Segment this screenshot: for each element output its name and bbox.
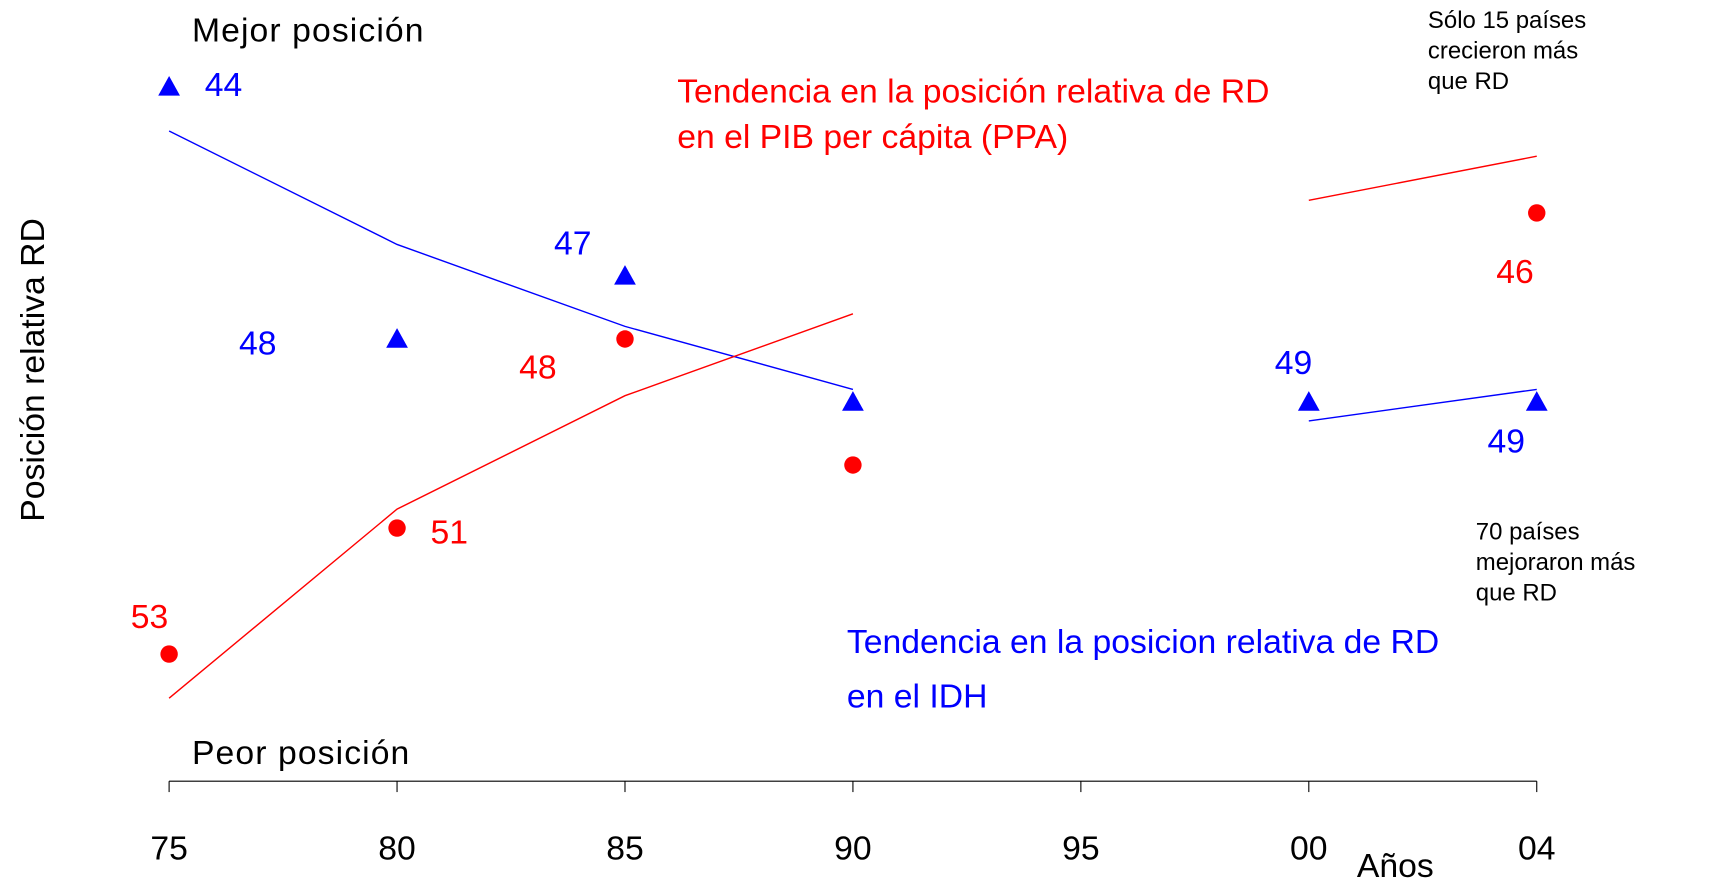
data-label: 47 bbox=[554, 224, 592, 262]
y-axis-label: Posición relativa RD bbox=[14, 218, 52, 522]
triangle-marker bbox=[386, 328, 408, 348]
triangle-marker bbox=[614, 265, 636, 285]
x-tick-label: 85 bbox=[606, 830, 644, 868]
annotation: 70 países bbox=[1476, 518, 1580, 545]
x-tick-label: 90 bbox=[834, 830, 872, 868]
triangle-marker bbox=[842, 391, 864, 411]
trend-line bbox=[168, 130, 1537, 422]
circle-marker bbox=[844, 456, 862, 474]
x-tick-label: 80 bbox=[378, 830, 416, 868]
data-label: 46 bbox=[1496, 253, 1534, 291]
triangle-marker bbox=[1297, 391, 1320, 411]
data-label: 51 bbox=[431, 513, 469, 551]
annotation: mejoraron más bbox=[1476, 549, 1636, 576]
trend-line bbox=[168, 155, 1537, 699]
data-label: 48 bbox=[239, 324, 277, 362]
annotation: Sólo 15 países bbox=[1428, 7, 1586, 34]
x-tick-label: 75 bbox=[150, 830, 188, 868]
data-label: 53 bbox=[131, 598, 169, 636]
annotation: en el IDH bbox=[847, 677, 988, 715]
annotation: Tendencia en la posición relativa de RD bbox=[677, 72, 1269, 110]
x-tick-label: 00 bbox=[1290, 830, 1328, 868]
triangle-marker bbox=[1525, 391, 1548, 411]
bottom-note: Peor posición bbox=[192, 734, 410, 772]
x-tick-label: 95 bbox=[1062, 830, 1100, 868]
circle-marker bbox=[388, 519, 406, 537]
data-label: 48 bbox=[519, 348, 557, 386]
circle-marker bbox=[160, 645, 178, 663]
annotation: que RD bbox=[1476, 579, 1557, 606]
annotation: crecieron más bbox=[1428, 38, 1578, 65]
x-axis-label: Años bbox=[1357, 847, 1434, 885]
data-label: 44 bbox=[205, 66, 243, 104]
triangle-marker bbox=[158, 76, 180, 96]
circle-marker bbox=[1528, 204, 1546, 222]
annotation: en el PIB per cápita (PPA) bbox=[677, 118, 1068, 156]
annotation: Tendencia en la posicion relativa de RD bbox=[847, 623, 1439, 661]
annotation: que RD bbox=[1428, 68, 1509, 95]
circle-marker bbox=[616, 330, 634, 348]
x-tick-label: 04 bbox=[1518, 830, 1556, 868]
data-label: 49 bbox=[1275, 344, 1313, 382]
data-label: 49 bbox=[1488, 422, 1526, 460]
top-note: Mejor posición bbox=[192, 12, 425, 50]
